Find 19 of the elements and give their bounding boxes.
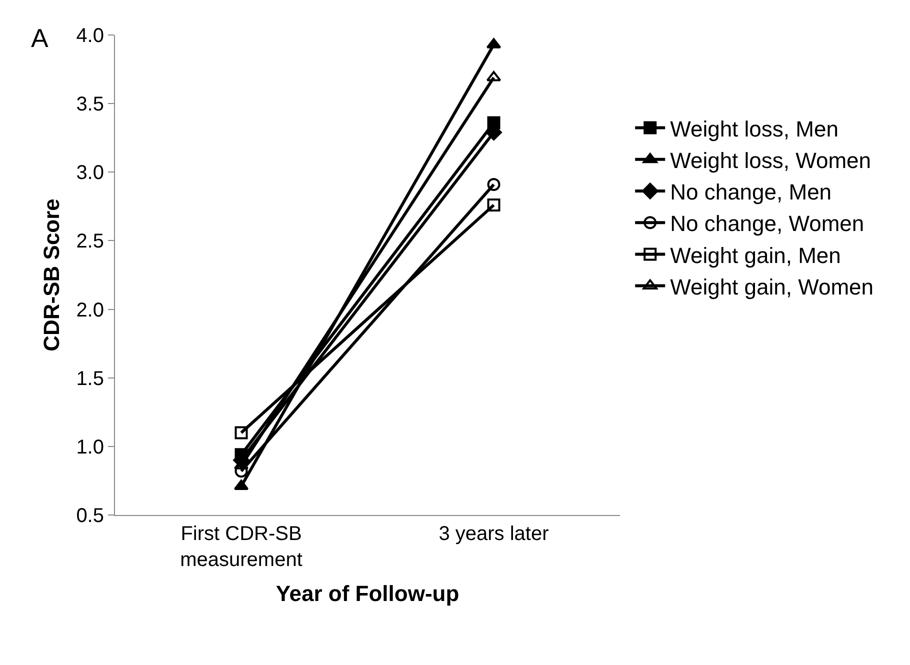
x-tick-label: 3 years later: [438, 523, 550, 545]
y-tick-label: 1.0: [76, 436, 104, 458]
legend-label: Weight loss, Men: [670, 116, 838, 142]
legend-label: Weight gain, Women: [670, 274, 874, 300]
x-tick-label: First CDR-SB measurement: [180, 523, 303, 571]
text: A: [31, 23, 49, 53]
x-axis-title: Year of Follow-up: [276, 580, 460, 606]
y-tick-label: 3.5: [76, 94, 104, 116]
y-tick-label: 1.5: [76, 368, 104, 390]
y-tick-label: 3.0: [76, 162, 104, 184]
legend-label: No change, Men: [670, 180, 832, 205]
y-tick-label: 4.0: [76, 25, 104, 47]
legend-label: Weight loss, Women: [670, 148, 872, 173]
y-tick-label: 0.5: [76, 505, 104, 527]
legend-label: No change, Women: [670, 211, 864, 236]
y-axis-title: CDR-SB Score: [38, 198, 64, 352]
y-tick-label: 2.0: [76, 299, 104, 322]
y-tick-label: 2.5: [76, 230, 104, 253]
legend-label: Weight gain, Men: [670, 242, 841, 268]
